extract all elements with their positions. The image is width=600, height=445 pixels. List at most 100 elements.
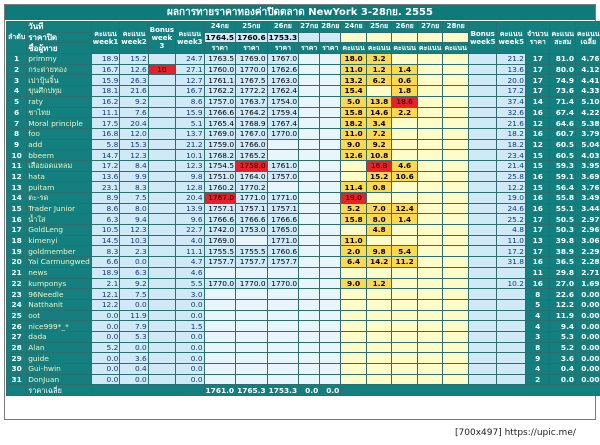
table-row: 31 DonJuan 0.0 0.0 0.0 2 0.0 0.00 bbox=[5, 373, 600, 386]
score-25 bbox=[365, 320, 393, 332]
score-28 bbox=[442, 159, 469, 172]
price-28 bbox=[319, 288, 342, 300]
price-25 bbox=[235, 373, 268, 386]
price-28 bbox=[319, 53, 342, 65]
price-24: 1757.7 bbox=[203, 256, 237, 268]
week1-score: 6.3 bbox=[90, 213, 121, 226]
week1-score: 5.8 bbox=[90, 138, 121, 151]
score-24: 15.8 bbox=[340, 213, 367, 226]
table-row: 24 Natthanit 12.2 0.0 0.0 5 12.2 0.00 bbox=[5, 298, 600, 311]
count-header: จำนวน ราคา bbox=[524, 20, 551, 55]
score-25 bbox=[365, 234, 393, 247]
rank-cell: 17 bbox=[5, 224, 28, 236]
score-24: 15.4 bbox=[340, 85, 367, 97]
price-28 bbox=[319, 213, 342, 226]
score-25: 0.8 bbox=[365, 181, 393, 193]
week5-score: 17.2 bbox=[496, 85, 526, 97]
week2-score: 12.3 bbox=[119, 224, 149, 236]
score-27 bbox=[416, 181, 444, 193]
rank-cell: 15 bbox=[5, 202, 28, 215]
price-26 bbox=[266, 373, 300, 386]
week3-score: 9.8 bbox=[175, 170, 205, 183]
price-count: 12 bbox=[524, 117, 551, 129]
score-28 bbox=[442, 127, 469, 140]
price-25: 1770.0 bbox=[235, 63, 268, 76]
score-25: 13.8 bbox=[365, 95, 393, 108]
average-score: 2.71 bbox=[575, 266, 600, 279]
week3-score: 4.0 bbox=[175, 234, 205, 247]
rank-cell: 18 bbox=[5, 234, 28, 247]
bonus3-score bbox=[147, 106, 177, 119]
player-name: กระต่ายทอง bbox=[26, 63, 92, 76]
table-row: 11 เสือยอดแหลม 17.2 8.4 12.3 1754.5 1758.0 1761… bbox=[5, 159, 600, 172]
score-26: 11.2 bbox=[391, 256, 418, 268]
bonus3-score bbox=[147, 224, 177, 236]
week1-score: 18.1 bbox=[90, 85, 121, 97]
week2-score: 12.6 bbox=[119, 63, 149, 76]
week2-score: 0.0 bbox=[119, 341, 149, 354]
header-row-date: ลำดับ วันที่ คะแนน week1 คะแนน week2 Bon… bbox=[5, 20, 600, 55]
total-score: 39.8 bbox=[549, 234, 577, 247]
bonus5-score bbox=[467, 170, 498, 183]
price-24: 1757.1 bbox=[203, 202, 237, 215]
price-27 bbox=[298, 245, 321, 258]
score-26 bbox=[391, 117, 418, 129]
table-row: 20 Yai Carmungwed 6.6 0.0 4.7 1757.7 1757.7 175… bbox=[5, 256, 600, 268]
week5-score: 13.6 bbox=[496, 63, 526, 76]
bonus3-score bbox=[147, 170, 177, 183]
week3-score: 12.7 bbox=[175, 74, 205, 87]
total-score: 60.7 bbox=[549, 127, 577, 140]
price-count: 15 bbox=[524, 181, 551, 193]
player-name: puitam bbox=[26, 181, 92, 193]
price-26: 1759.4 bbox=[266, 106, 300, 119]
score-25: 8.0 bbox=[365, 213, 393, 226]
total-score: 55.8 bbox=[549, 192, 577, 204]
score-28 bbox=[442, 85, 469, 97]
week1-score: 15.9 bbox=[90, 74, 121, 87]
footer-avg-25: 1765.3 bbox=[235, 384, 268, 397]
week3-header: คะแนน week3 bbox=[175, 20, 205, 55]
week2-score: 7.9 bbox=[119, 320, 149, 332]
rank-cell: 26 bbox=[5, 320, 28, 332]
score-25 bbox=[365, 298, 393, 311]
total-score: 29.8 bbox=[549, 266, 577, 279]
week1-score: 14.7 bbox=[90, 149, 121, 161]
average-score: 0.00 bbox=[575, 363, 600, 375]
score-27 bbox=[416, 149, 444, 161]
price-27 bbox=[298, 53, 321, 65]
week5-score: 18.2 bbox=[496, 127, 526, 140]
score-28 bbox=[442, 320, 469, 332]
price-24 bbox=[203, 330, 237, 343]
price-27 bbox=[298, 309, 321, 322]
total-score: 50.5 bbox=[549, 213, 577, 226]
close-price-header: ราคาปิด bbox=[26, 31, 92, 44]
bonus5-score bbox=[467, 159, 498, 172]
week5-score bbox=[496, 266, 526, 279]
week3-score: 0.0 bbox=[175, 298, 205, 311]
score-24: 13.2 bbox=[340, 74, 367, 87]
price-26: 1766.6 bbox=[266, 213, 300, 226]
price-26: 1757.7 bbox=[266, 256, 300, 268]
player-name: dada bbox=[26, 330, 92, 343]
price-24: 1757.0 bbox=[203, 95, 237, 108]
price-count: 16 bbox=[524, 170, 551, 183]
price-27 bbox=[298, 192, 321, 204]
week3-score: 21.2 bbox=[175, 138, 205, 151]
total-score: 73.6 bbox=[549, 85, 577, 97]
score-28 bbox=[442, 224, 469, 236]
week1-score: 8.9 bbox=[90, 192, 121, 204]
bonus3-score bbox=[147, 181, 177, 193]
price-24 bbox=[203, 373, 237, 386]
total-score: 64.6 bbox=[549, 117, 577, 129]
score-24 bbox=[340, 266, 367, 279]
price-27 bbox=[298, 330, 321, 343]
price-25 bbox=[235, 330, 268, 343]
rank-cell: 6 bbox=[5, 106, 28, 119]
week2-score: 8.3 bbox=[119, 181, 149, 193]
table-row: 23 96Needle 12.1 7.5 3.0 8 22.6 0.00 bbox=[5, 288, 600, 300]
price-count: 14 bbox=[524, 95, 551, 108]
price-25 bbox=[235, 320, 268, 332]
price-24 bbox=[203, 341, 237, 354]
score-26: 5.4 bbox=[391, 245, 418, 258]
week1-score: 17.2 bbox=[90, 159, 121, 172]
